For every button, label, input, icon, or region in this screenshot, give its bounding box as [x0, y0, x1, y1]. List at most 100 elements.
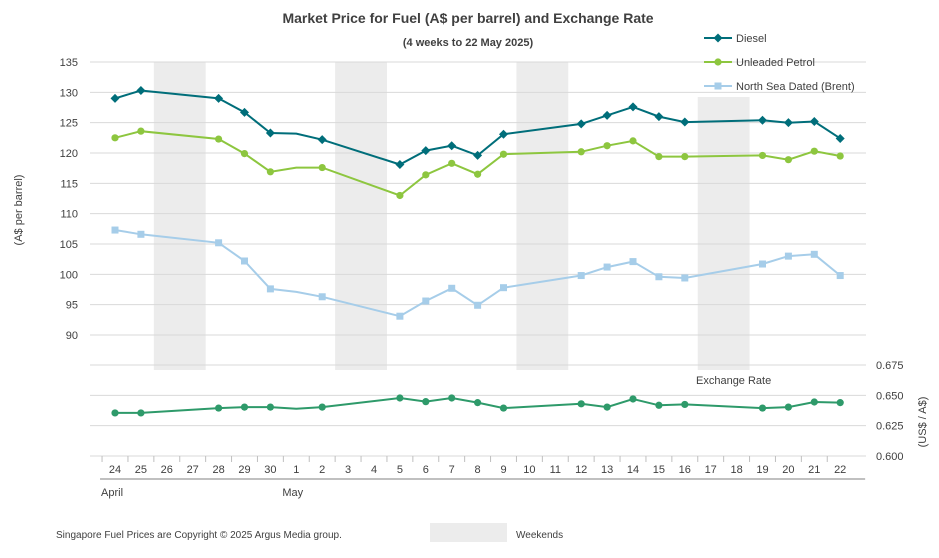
data-point	[655, 401, 663, 409]
weekend-legend-swatch	[430, 523, 507, 542]
data-point	[317, 135, 327, 145]
data-point	[577, 400, 585, 408]
data-point	[603, 403, 611, 411]
data-point	[783, 118, 793, 128]
data-point	[421, 146, 431, 156]
weekend-bands	[153, 62, 750, 370]
y-tick-label: 135	[60, 57, 78, 69]
y2-tick-label: 0.625	[876, 421, 904, 433]
x-tick-label: 8	[475, 464, 481, 476]
x-tick-label: 10	[523, 464, 535, 476]
x-tick-label: 7	[449, 464, 455, 476]
data-point	[448, 159, 456, 167]
data-point	[214, 93, 224, 103]
axes: 90951001051101151201251301350.6000.6250.…	[60, 57, 904, 499]
y2-axis-label: (US$ / A$)	[917, 397, 929, 448]
data-point	[758, 151, 767, 160]
x-tick-label: 29	[238, 464, 250, 476]
data-point	[784, 156, 793, 164]
y-tick-label: 110	[60, 209, 78, 221]
data-point	[836, 152, 844, 160]
data-point	[473, 150, 483, 160]
data-point	[577, 148, 585, 156]
data-point	[447, 141, 457, 151]
month-label: April	[101, 487, 123, 499]
data-point	[474, 301, 482, 309]
data-point	[266, 285, 274, 293]
weekend-legend-label: Weekends	[516, 530, 563, 541]
data-point	[810, 398, 818, 406]
y-tick-label: 105	[60, 239, 78, 251]
data-point	[759, 260, 766, 268]
data-point	[602, 110, 612, 120]
x-tick-label: 14	[627, 464, 639, 476]
data-point	[655, 153, 663, 161]
y2-tick-label: 0.675	[876, 360, 904, 372]
data-point	[681, 400, 689, 409]
series	[110, 86, 845, 417]
y2-tick-label: 0.650	[876, 390, 904, 402]
x-tick-label: 13	[601, 464, 613, 476]
y-tick-label: 90	[66, 330, 78, 342]
data-point	[318, 163, 326, 172]
x-tick-label: 3	[345, 464, 351, 476]
x-tick-label: 5	[397, 464, 403, 476]
x-tick-label: 28	[212, 464, 224, 476]
data-point	[629, 258, 637, 266]
data-point	[136, 86, 146, 96]
data-point	[628, 102, 638, 112]
data-point	[137, 409, 145, 417]
data-point	[111, 226, 119, 234]
data-point	[474, 170, 482, 178]
gridlines	[90, 61, 866, 457]
data-point	[654, 112, 664, 122]
data-point	[714, 58, 722, 66]
data-point	[714, 82, 722, 90]
data-point	[577, 272, 585, 280]
data-point	[422, 297, 430, 305]
y-axis-label: (A$ per barrel)	[13, 175, 25, 246]
exchange-rate-label: Exchange Rate	[696, 375, 771, 387]
x-tick-label: 4	[371, 464, 377, 476]
x-tick-label: 21	[808, 464, 820, 476]
x-tick-label: 11	[550, 464, 561, 476]
legend-label: North Sea Dated (Brent)	[736, 81, 855, 93]
data-point	[396, 191, 404, 200]
data-point	[215, 404, 223, 412]
data-point	[448, 284, 456, 292]
weekend-band	[335, 62, 387, 370]
data-point	[499, 150, 508, 158]
data-point	[500, 284, 507, 292]
data-point	[499, 404, 508, 412]
data-point	[836, 399, 844, 407]
y-tick-label: 125	[60, 118, 78, 130]
x-tick-label: 27	[187, 464, 199, 476]
data-point	[215, 135, 223, 143]
y-tick-label: 120	[60, 148, 78, 160]
weekend-band	[153, 62, 206, 370]
footnote: Singapore Fuel Prices are Copyright © 20…	[56, 530, 342, 541]
x-tick-label: 18	[730, 464, 742, 476]
data-point	[265, 128, 275, 138]
data-point	[758, 115, 767, 125]
chart-subtitle: (4 weeks to 22 May 2025)	[403, 37, 534, 49]
x-tick-label: 6	[423, 464, 429, 476]
legend-label: Unleaded Petrol	[736, 57, 815, 69]
y2-tick-label: 0.600	[876, 451, 904, 463]
data-point	[474, 399, 482, 407]
data-point	[809, 116, 819, 126]
data-point	[576, 119, 586, 129]
data-point	[318, 293, 326, 301]
data-point	[758, 404, 767, 412]
x-tick-label: 24	[109, 464, 121, 476]
x-tick-label: 22	[834, 464, 846, 476]
chart-title: Market Price for Fuel (A$ per barrel) an…	[282, 10, 653, 26]
data-point	[629, 137, 637, 145]
x-tick-label: 20	[782, 464, 794, 476]
x-tick-label: 9	[500, 464, 506, 476]
x-tick-label: 16	[679, 464, 691, 476]
data-point	[111, 409, 119, 417]
data-point	[318, 403, 326, 411]
data-point	[240, 107, 249, 117]
data-point	[835, 133, 845, 143]
